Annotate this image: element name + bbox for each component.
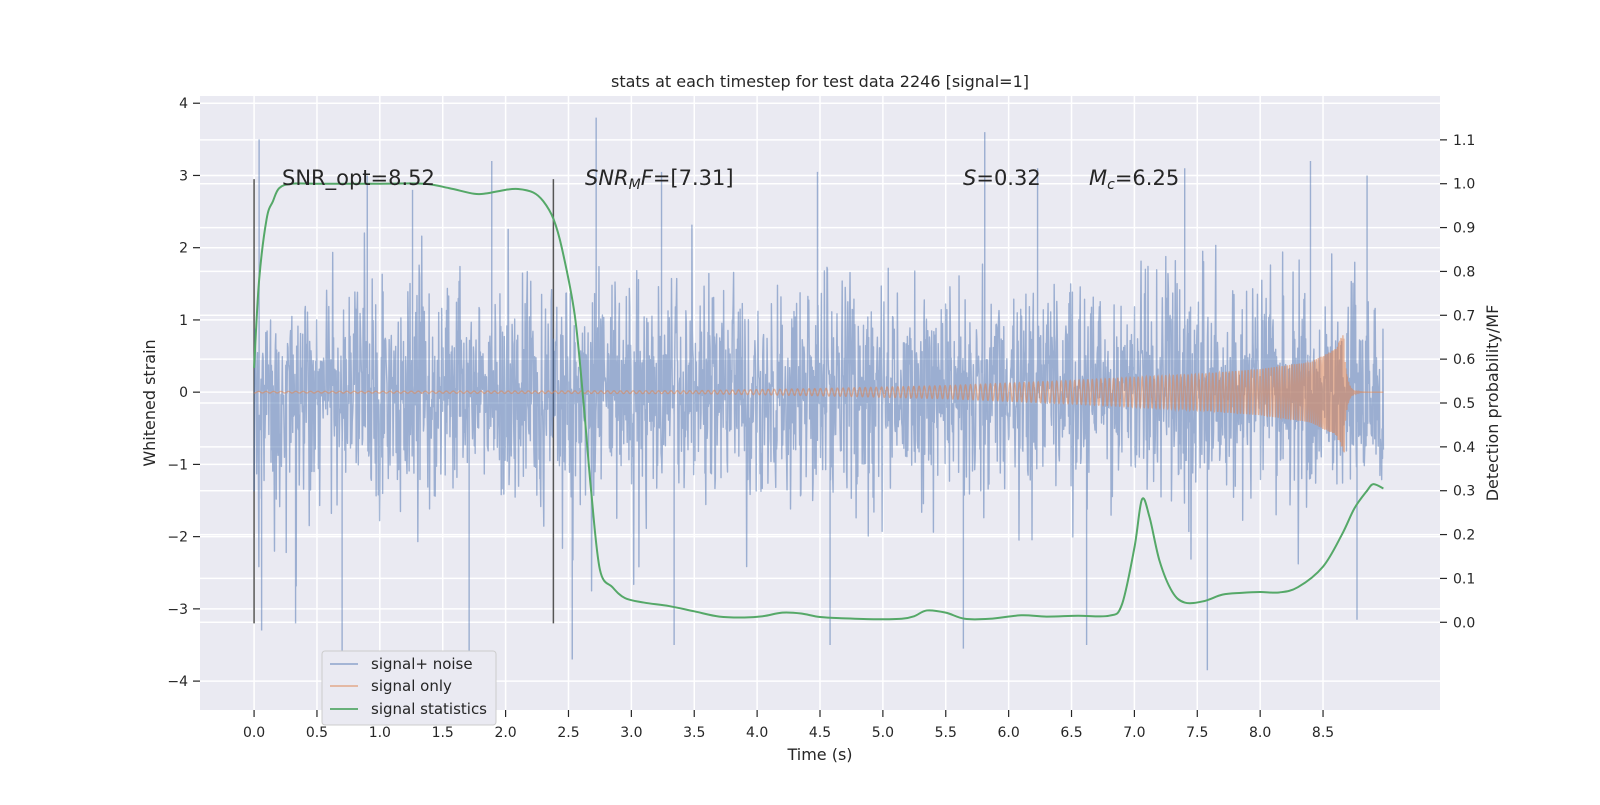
annotation-s-value: =0.32 [976, 166, 1040, 190]
right-axis-label: Detection probability/MF [1483, 305, 1502, 502]
right-tick-label: 1.0 [1453, 177, 1475, 193]
annotation-snr-mf: SNRMF=[7.31] [585, 166, 734, 193]
x-tick-label: 8.5 [1312, 725, 1334, 741]
series-signal-plus-noise [253, 117, 1385, 674]
left-axis-ticks: 4 3 2 1 0 −1 −2 −3 −4 [167, 96, 200, 690]
right-tick-label: 0.8 [1453, 264, 1475, 280]
x-tick-label: 1.0 [369, 725, 391, 741]
legend-label-signal-plus-noise: signal+ noise [371, 655, 473, 673]
x-tick-label: 7.0 [1123, 725, 1145, 741]
right-tick-label: 0.5 [1453, 396, 1475, 412]
x-tick-label: 5.5 [935, 725, 957, 741]
annotation-snr-opt: SNR_opt=8.52 [282, 166, 435, 191]
right-axis-ticks: 1.1 1.0 0.9 0.8 0.7 0.6 0.5 0.4 0.3 0.2 0.1 0.0 [1440, 133, 1475, 631]
x-tick-label: 5.0 [872, 725, 894, 741]
x-tick-label: 4.5 [809, 725, 831, 741]
annotation-snr-mf-symbol-2: F [641, 166, 654, 190]
right-tick-label: 0.1 [1453, 571, 1475, 587]
left-tick-label: −4 [167, 674, 188, 690]
legend-box [321, 650, 497, 726]
annotation-snr-mf-symbol: SNR [585, 166, 629, 190]
x-tick-label: 3.5 [683, 725, 705, 741]
annotation-snr-mf-subscript: M [629, 177, 641, 193]
left-tick-label: −2 [167, 530, 188, 546]
left-tick-label: 3 [179, 168, 188, 184]
left-tick-label: 4 [179, 96, 188, 112]
right-tick-label: 0.3 [1453, 484, 1475, 500]
left-tick-label: 0 [179, 385, 188, 401]
annotation-mc-value: =6.25 [1115, 166, 1179, 190]
annotation-mc-symbol: M [1089, 166, 1107, 190]
annotation-s-symbol: S [963, 166, 976, 190]
series-signal-statistics [253, 182, 1384, 621]
series-line-signal-plus-noise [253, 117, 1385, 674]
left-axis-label: Whitened strain [140, 339, 159, 466]
x-tick-label: 2.0 [494, 725, 516, 741]
x-axis-label: Time (s) [786, 745, 852, 764]
series-line-signal-only [253, 335, 1384, 453]
x-tick-label: 6.0 [998, 725, 1020, 741]
series-signal-only [253, 335, 1384, 453]
right-tick-label: 0.2 [1453, 528, 1475, 544]
annotation-snr-mf-value: =[7.31] [653, 166, 734, 190]
x-tick-label: 1.5 [432, 725, 454, 741]
x-tick-label: 3.0 [620, 725, 642, 741]
right-tick-label: 0.7 [1453, 308, 1475, 324]
x-tick-label: 2.5 [557, 725, 579, 741]
left-tick-label: 1 [179, 313, 188, 329]
right-tick-label: 0.0 [1453, 615, 1475, 631]
right-tick-label: 0.4 [1453, 440, 1475, 456]
chart-title: stats at each timestep for test data 224… [611, 72, 1029, 91]
x-tick-label: 0.5 [306, 725, 328, 741]
x-tick-label: 8.0 [1249, 725, 1271, 741]
x-tick-label: 0.0 [243, 725, 265, 741]
x-tick-label: 4.0 [746, 725, 768, 741]
right-tick-label: 1.1 [1453, 133, 1475, 149]
left-tick-label: −3 [167, 602, 188, 618]
x-axis-ticks: 0.0 0.5 1.0 1.5 2.0 2.5 3.0 3.5 4.0 4.5 5.0 5.5 6.0 6… [243, 710, 1334, 741]
legend-label-signal-only: signal only [371, 677, 452, 695]
legend: signal+ noise signal only signal statist… [321, 650, 497, 726]
left-tick-label: −1 [167, 457, 188, 473]
right-tick-label: 0.9 [1453, 221, 1475, 237]
x-tick-label: 7.5 [1186, 725, 1208, 741]
x-tick-label: 6.5 [1060, 725, 1082, 741]
series-line-signal-statistics [253, 182, 1384, 621]
right-tick-label: 0.6 [1453, 352, 1475, 368]
annotation-mc-subscript: c [1107, 177, 1115, 193]
annotation-mc: Mc=6.25 [1089, 166, 1179, 193]
annotation-s: S=0.32 [963, 166, 1041, 190]
left-tick-label: 2 [179, 241, 188, 257]
legend-label-signal-statistics: signal statistics [371, 700, 487, 718]
